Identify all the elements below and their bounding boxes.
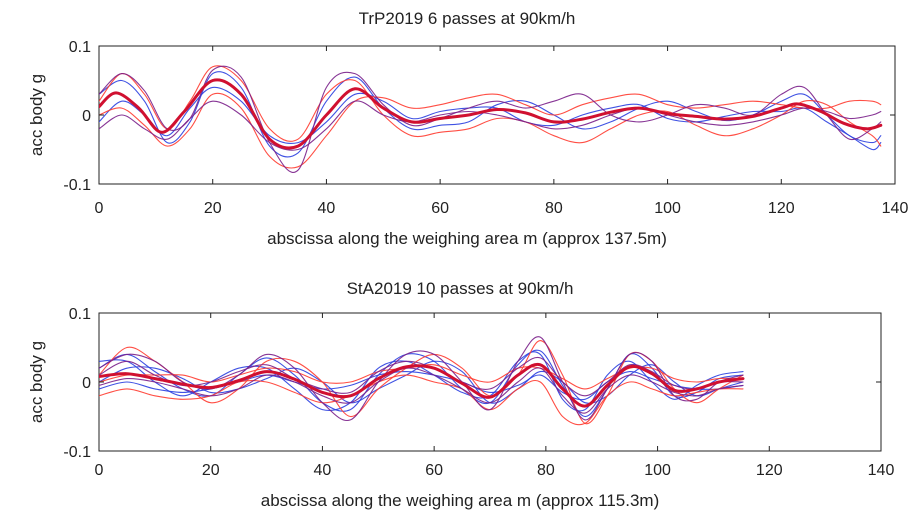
x-tick-label: 60 (431, 200, 449, 217)
x-tick-label: 20 (204, 200, 222, 217)
x-tick-label: 100 (644, 462, 671, 479)
x-tick-label: 140 (882, 200, 909, 217)
x-tick-label: 60 (425, 462, 443, 479)
x-tick-label: 140 (868, 462, 895, 479)
y-axis-label: acc body g (27, 341, 46, 423)
pass-line-2 (99, 71, 882, 158)
x-tick-label: 40 (314, 462, 332, 479)
x-tick-label: 120 (756, 462, 783, 479)
chart-title: StA2019 10 passes at 90km/h (347, 279, 574, 298)
y-axis-label: acc body g (27, 74, 46, 156)
y-tick-label: 0.1 (69, 306, 91, 323)
pass-line-5 (99, 92, 882, 169)
mean-line (99, 362, 745, 408)
mean-line (99, 78, 883, 150)
pass-line-5 (99, 360, 744, 404)
x-tick-label: 0 (95, 462, 104, 479)
chart-title: TrP2019 6 passes at 90km/h (359, 9, 576, 28)
pass-line-7 (99, 374, 744, 426)
x-tick-label: 0 (95, 200, 104, 217)
series-group (99, 336, 745, 426)
y-tick-label: -0.1 (63, 177, 91, 194)
y-tick-label: 0 (82, 375, 91, 392)
pass-line-6 (99, 65, 882, 173)
x-axis-label: abscissa along the weighing area m (appr… (261, 491, 659, 510)
y-tick-label: 0.1 (69, 39, 91, 56)
x-tick-label: 80 (545, 200, 563, 217)
y-tick-label: 0 (82, 108, 91, 125)
x-axis-label: abscissa along the weighing area m (appr… (267, 229, 667, 248)
pass-line-10 (99, 367, 744, 414)
pass-line-7 (99, 100, 882, 151)
x-tick-label: 20 (202, 462, 220, 479)
x-tick-label: 120 (768, 200, 795, 217)
x-tick-label: 40 (318, 200, 336, 217)
x-tick-label: 80 (537, 462, 555, 479)
series-group (99, 65, 883, 173)
y-tick-label: -0.1 (63, 444, 91, 461)
x-tick-label: 100 (654, 200, 681, 217)
